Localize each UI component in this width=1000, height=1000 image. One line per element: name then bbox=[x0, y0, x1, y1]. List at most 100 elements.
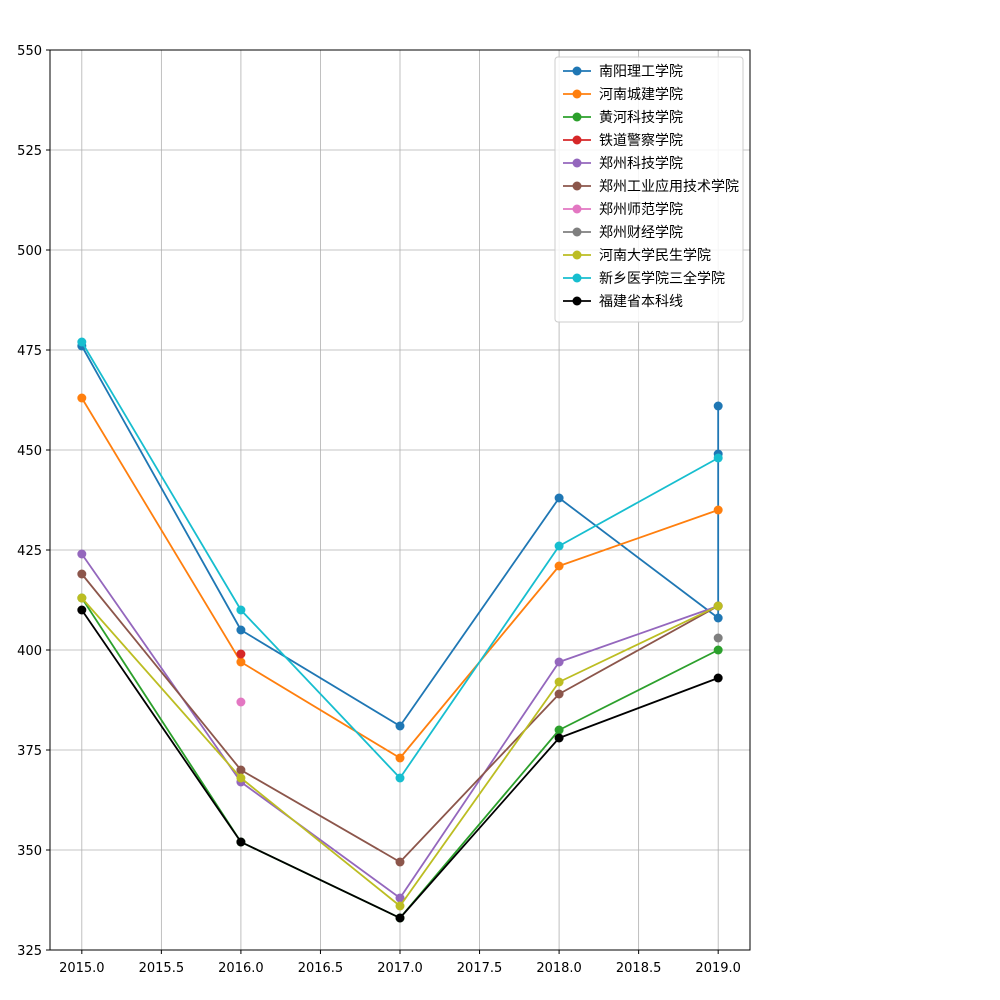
legend-item: 南阳理工学院 bbox=[563, 64, 683, 80]
x-tick-label: 2016.0 bbox=[218, 961, 264, 976]
legend-item: 新乡医学院三全学院 bbox=[563, 270, 725, 287]
x-tick-label: 2015.5 bbox=[139, 961, 185, 976]
data-point bbox=[236, 697, 246, 707]
data-point bbox=[395, 857, 405, 867]
legend-item: 郑州师范学院 bbox=[563, 201, 683, 218]
x-tick-label: 2017.5 bbox=[457, 961, 503, 976]
legend-marker bbox=[572, 112, 582, 122]
legend-label: 铁道警察学院 bbox=[599, 132, 683, 149]
legend-item: 郑州科技学院 bbox=[563, 156, 683, 172]
data-point bbox=[713, 613, 723, 623]
data-point bbox=[395, 753, 405, 763]
data-point bbox=[77, 593, 87, 603]
data-point bbox=[77, 569, 87, 579]
series-7 bbox=[713, 633, 723, 643]
series-8 bbox=[77, 593, 723, 911]
legend-label: 黄河科技学院 bbox=[599, 109, 683, 126]
series-6 bbox=[236, 697, 246, 707]
data-point bbox=[395, 901, 405, 911]
legend-label: 郑州工业应用技术学院 bbox=[599, 178, 739, 195]
data-point bbox=[554, 725, 564, 735]
legend-item: 郑州工业应用技术学院 bbox=[563, 178, 739, 195]
data-point bbox=[395, 721, 405, 731]
data-point bbox=[236, 625, 246, 635]
data-point bbox=[713, 673, 723, 683]
y-tick-label: 550 bbox=[17, 44, 42, 59]
data-point bbox=[236, 657, 246, 667]
x-tick-label: 2015.0 bbox=[59, 961, 105, 976]
legend-marker bbox=[572, 204, 582, 214]
x-tick-label: 2018.5 bbox=[616, 961, 662, 976]
legend-label: 郑州财经学院 bbox=[599, 225, 683, 241]
legend-label: 新乡医学院三全学院 bbox=[599, 270, 725, 287]
series-0 bbox=[77, 341, 723, 731]
data-point bbox=[554, 733, 564, 743]
data-point bbox=[395, 913, 405, 923]
legend-item: 黄河科技学院 bbox=[563, 109, 683, 126]
data-point bbox=[554, 561, 564, 571]
legend-item: 河南城建学院 bbox=[563, 87, 683, 103]
legend-marker bbox=[572, 89, 582, 99]
data-point bbox=[713, 453, 723, 463]
data-point bbox=[554, 677, 564, 687]
data-point bbox=[236, 773, 246, 783]
legend-label: 河南大学民生学院 bbox=[599, 248, 711, 264]
y-tick-label: 475 bbox=[17, 344, 42, 359]
legend-marker bbox=[572, 227, 582, 237]
legend-marker bbox=[572, 66, 582, 76]
legend-label: 福建省本科线 bbox=[599, 294, 683, 310]
legend-box bbox=[554, 56, 744, 323]
data-point bbox=[713, 401, 723, 411]
data-point bbox=[236, 605, 246, 615]
x-tick-label: 2018.0 bbox=[536, 961, 582, 976]
data-point bbox=[77, 605, 87, 615]
x-tick-label: 2017.0 bbox=[377, 961, 423, 976]
y-tick-label: 350 bbox=[17, 844, 42, 859]
legend-item: 福建省本科线 bbox=[563, 294, 683, 310]
data-point bbox=[554, 689, 564, 699]
data-point bbox=[713, 633, 723, 643]
data-point bbox=[236, 837, 246, 847]
legend-marker bbox=[572, 250, 582, 260]
series-1 bbox=[77, 393, 723, 763]
data-point bbox=[236, 765, 246, 775]
legend-marker bbox=[572, 158, 582, 168]
legend-label: 南阳理工学院 bbox=[599, 64, 683, 80]
series-layer bbox=[77, 337, 723, 923]
data-point bbox=[554, 541, 564, 551]
axis-ticks: 2015.0 2015.5 2016.0 2016.5 2017.0 2017.5 2018… bbox=[17, 44, 741, 976]
data-point bbox=[395, 893, 405, 903]
y-tick-label: 425 bbox=[17, 544, 42, 559]
x-tick-label: 2016.5 bbox=[298, 961, 344, 976]
series-3 bbox=[236, 649, 246, 659]
legend-label: 郑州科技学院 bbox=[599, 156, 683, 172]
series-10 bbox=[77, 605, 723, 923]
legend-marker bbox=[572, 135, 582, 145]
series-9 bbox=[77, 337, 723, 783]
y-tick-label: 525 bbox=[17, 144, 42, 159]
y-tick-label: 400 bbox=[17, 644, 42, 659]
data-point bbox=[395, 773, 405, 783]
legend-label: 郑州师范学院 bbox=[599, 201, 683, 218]
data-point bbox=[77, 549, 87, 559]
data-point bbox=[713, 645, 723, 655]
data-point bbox=[77, 337, 87, 347]
legend-marker bbox=[572, 273, 582, 283]
y-tick-label: 450 bbox=[17, 444, 42, 459]
x-tick-label: 2019.0 bbox=[695, 961, 741, 976]
y-tick-label: 375 bbox=[17, 744, 42, 759]
data-point bbox=[236, 649, 246, 659]
legend: 南阳理工学院河南城建学院黄河科技学院铁道警察学院郑州科技学院郑州工业应用技术学院… bbox=[554, 56, 744, 323]
legend-label: 河南城建学院 bbox=[599, 87, 683, 103]
data-point bbox=[554, 493, 564, 503]
legend-item: 铁道警察学院 bbox=[563, 132, 683, 149]
legend-marker bbox=[572, 296, 582, 306]
y-tick-label: 500 bbox=[17, 244, 42, 259]
data-point bbox=[713, 601, 723, 611]
legend-item: 郑州财经学院 bbox=[563, 225, 683, 241]
legend-marker bbox=[572, 181, 582, 191]
data-point bbox=[77, 393, 87, 403]
y-tick-label: 325 bbox=[17, 944, 42, 959]
